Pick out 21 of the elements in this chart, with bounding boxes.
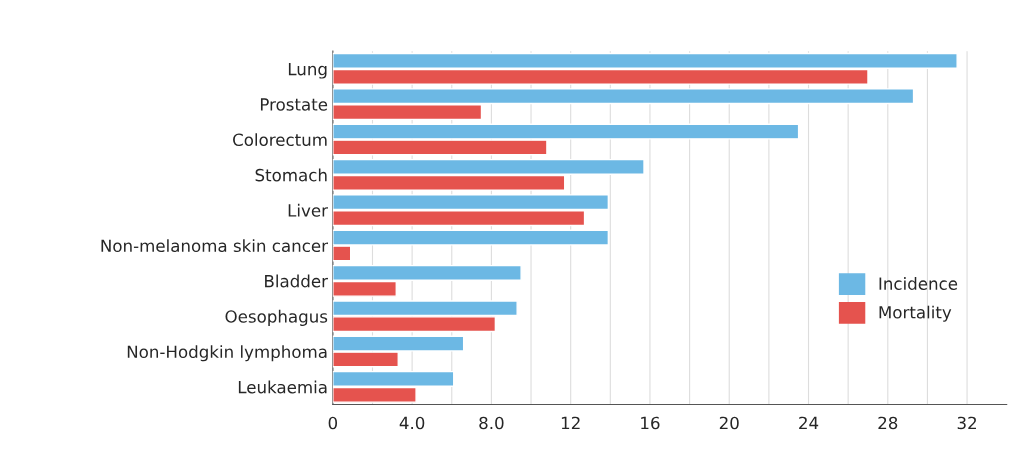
y-tick-label: Lung (288, 63, 327, 79)
x-tick-label: 28 (878, 416, 898, 430)
y-tick-label: Colorectum (233, 133, 327, 147)
y-tick-label: Oesophagus (225, 309, 328, 326)
y-tick-label: Stomach (255, 168, 327, 182)
y-tick-label: Bladder (265, 274, 328, 288)
y-tick-label: Prostate (260, 98, 328, 111)
x-tick-label: 4.0 (399, 416, 425, 430)
y-tick-label: Leukaemia (238, 380, 327, 394)
y-tick-label: Non-Hodgkin lymphoma (127, 345, 327, 362)
x-tick-label: 24 (799, 416, 819, 430)
legend-label: Mortality (879, 305, 952, 322)
y-tick-label: Non-melanoma skin cancer (101, 239, 328, 253)
x-tick-label: 20 (719, 416, 739, 430)
x-tick-label: 8.0 (479, 416, 504, 430)
x-tick-label: 0 (328, 416, 338, 430)
x-tick-label: 32 (957, 416, 976, 430)
x-tick-label: 16 (641, 416, 660, 430)
legend-label: Incidence (879, 277, 958, 290)
y-tick-label: Liver (288, 203, 328, 217)
x-tick-label: 12 (561, 416, 580, 430)
